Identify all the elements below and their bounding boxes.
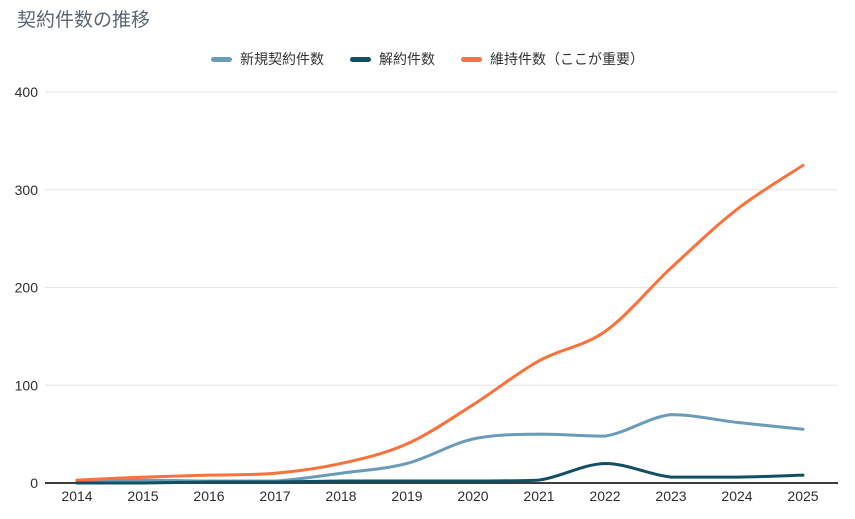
series-line-1 <box>75 461 805 485</box>
y-axis-labels: 0 100 200 300 400 <box>15 84 39 491</box>
y-tick-label: 400 <box>15 84 39 100</box>
legend-label: 維持件数（ここが重要） <box>490 51 644 67</box>
x-tick-label: 2021 <box>523 488 554 504</box>
x-axis-labels: 2014 2015 2016 2017 2018 2019 2020 2021 2022 2023… <box>61 488 818 504</box>
gridlines <box>45 91 838 386</box>
legend-item-2[interactable]: 維持件数（ここが重要） <box>461 49 644 69</box>
x-tick-label: 2024 <box>721 488 752 504</box>
x-tick-label: 2019 <box>391 488 422 504</box>
x-tick-label: 2025 <box>787 488 818 504</box>
y-tick-label: 0 <box>30 475 38 491</box>
legend-swatch <box>461 56 482 62</box>
series-line-2 <box>75 163 805 482</box>
legend-swatch <box>350 56 371 62</box>
x-tick-label: 2018 <box>325 488 356 504</box>
legend-item-1[interactable]: 解約件数 <box>350 49 435 69</box>
x-tick-label: 2020 <box>457 488 488 504</box>
legend-swatch <box>211 56 232 62</box>
chart-legend: 新規契約件数 解約件数 維持件数（ここが重要） <box>0 50 855 68</box>
y-tick-label: 100 <box>15 377 39 393</box>
legend-item-0[interactable]: 新規契約件数 <box>211 49 324 69</box>
x-tick-label: 2015 <box>127 488 158 504</box>
chart-title: 契約件数の推移 <box>17 10 151 31</box>
y-tick-label: 200 <box>15 280 39 296</box>
x-tick-label: 2017 <box>259 488 290 504</box>
legend-label: 解約件数 <box>379 51 435 67</box>
x-tick-label: 2022 <box>589 488 620 504</box>
x-tick-label: 2014 <box>61 488 92 504</box>
x-tick-label: 2023 <box>655 488 686 504</box>
x-tick-label: 2016 <box>193 488 224 504</box>
legend-label: 新規契約件数 <box>240 51 324 67</box>
y-tick-label: 300 <box>15 182 39 198</box>
